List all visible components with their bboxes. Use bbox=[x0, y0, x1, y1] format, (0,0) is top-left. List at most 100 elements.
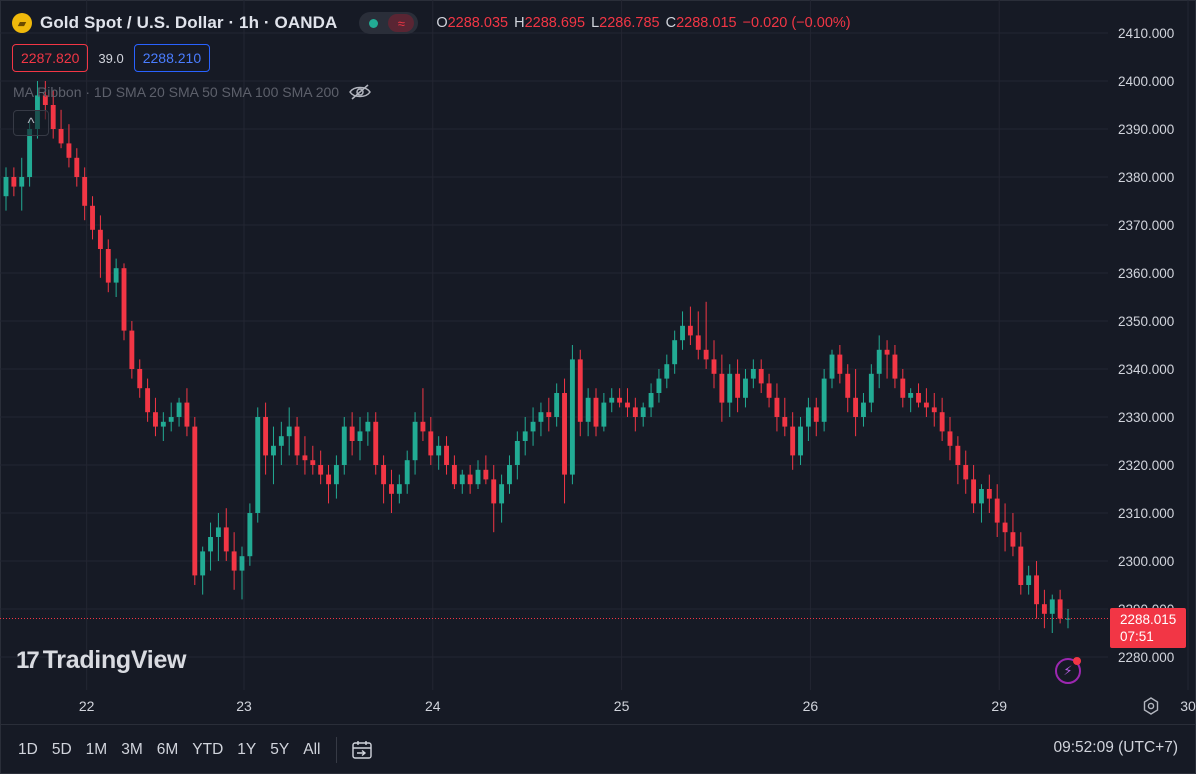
candle bbox=[680, 311, 685, 350]
candle bbox=[420, 388, 426, 441]
tradingview-watermark[interactable]: 17 TradingView bbox=[16, 646, 187, 675]
candle-body bbox=[483, 469, 489, 480]
collapse-legend-button[interactable]: ^ bbox=[13, 110, 49, 136]
candle bbox=[255, 407, 261, 523]
market-status[interactable]: ≈ bbox=[359, 12, 419, 34]
sell-button[interactable]: 2287.820 bbox=[12, 44, 89, 72]
candle-body bbox=[609, 397, 615, 403]
candle bbox=[758, 359, 764, 393]
candle-body bbox=[617, 397, 623, 403]
candle bbox=[286, 407, 292, 456]
candle-body bbox=[491, 479, 497, 504]
candle-body bbox=[632, 407, 638, 417]
toolbar-separator bbox=[336, 736, 338, 763]
candle-body bbox=[239, 556, 245, 571]
y-tick-label: 2340.000 bbox=[1118, 362, 1174, 377]
candle-body bbox=[1057, 599, 1063, 619]
buy-button[interactable]: 2288.210 bbox=[133, 44, 211, 72]
candle bbox=[727, 364, 733, 417]
range-button-6m[interactable]: 6M bbox=[156, 740, 179, 758]
range-button-ytd[interactable]: YTD bbox=[192, 740, 224, 758]
eye-crossed-icon[interactable] bbox=[349, 84, 371, 100]
chart-settings-gear-icon[interactable] bbox=[1140, 695, 1162, 717]
candle bbox=[66, 124, 72, 168]
candle-body bbox=[58, 129, 64, 144]
ohlc-values: O2288.035 H2288.695 L2286.785 C2288.015 … bbox=[436, 15, 850, 31]
candle bbox=[837, 345, 843, 384]
candle-body bbox=[475, 469, 481, 485]
candle-body bbox=[892, 354, 898, 379]
candle bbox=[373, 412, 379, 475]
range-button-5y[interactable]: 5Y bbox=[270, 740, 290, 758]
candle bbox=[908, 388, 914, 413]
range-button-1d[interactable]: 1D bbox=[18, 740, 38, 758]
candle bbox=[601, 393, 607, 432]
candle-body bbox=[640, 407, 646, 417]
candle-body bbox=[19, 177, 25, 187]
candle-body bbox=[223, 527, 229, 552]
candle-body bbox=[428, 431, 434, 456]
candle bbox=[137, 359, 143, 398]
candle-body bbox=[459, 474, 465, 485]
chart-header: ▰ Gold Spot / U.S. Dollar · 1h · OANDA ≈… bbox=[12, 10, 851, 36]
candle-body bbox=[3, 177, 9, 197]
candle bbox=[735, 359, 741, 413]
candle-body bbox=[546, 412, 552, 417]
time-axis[interactable]: 22232425262930May bbox=[79, 698, 1196, 714]
range-button-1m[interactable]: 1M bbox=[85, 740, 108, 758]
indicator-legend[interactable]: MA Ribbon · 1D SMA 20 SMA 50 SMA 100 SMA… bbox=[13, 84, 371, 100]
candle-body bbox=[994, 498, 1000, 523]
candle bbox=[50, 90, 56, 139]
y-tick-label: 2330.000 bbox=[1118, 410, 1174, 425]
candlestick-chart[interactable]: 2410.000 2400.000 2390.000 2380.000 2370.000… bbox=[0, 0, 1196, 724]
go-to-date-calendar-icon[interactable] bbox=[349, 737, 375, 763]
candle bbox=[900, 369, 906, 408]
range-button-all[interactable]: All bbox=[303, 740, 321, 758]
candle-body bbox=[129, 330, 135, 369]
candle-body bbox=[1065, 618, 1071, 620]
candle-body bbox=[672, 340, 678, 365]
y-tick-label: 2310.000 bbox=[1118, 506, 1174, 521]
candle bbox=[625, 388, 630, 417]
candle-body bbox=[821, 378, 827, 422]
x-tick-label: 24 bbox=[425, 698, 441, 714]
candle-body bbox=[798, 426, 803, 456]
range-button-1y[interactable]: 1Y bbox=[237, 740, 257, 758]
indicator-label[interactable]: MA Ribbon · 1D SMA 20 SMA 50 SMA 100 SMA… bbox=[13, 84, 340, 100]
candle bbox=[294, 417, 300, 465]
candle-body bbox=[522, 431, 528, 441]
candle bbox=[640, 402, 646, 427]
y-tick-label: 2350.000 bbox=[1118, 314, 1174, 329]
symbol-title[interactable]: Gold Spot / U.S. Dollar · 1h · OANDA bbox=[40, 13, 338, 32]
price-axis[interactable]: 2410.000 2400.000 2390.000 2380.000 2370.000… bbox=[1118, 26, 1174, 665]
candle bbox=[231, 532, 237, 590]
candle bbox=[412, 412, 418, 475]
chevron-up-icon: ^ bbox=[27, 114, 35, 132]
lightning-icon[interactable]: ⚡ bbox=[1055, 658, 1081, 684]
candle-body bbox=[656, 378, 662, 393]
candle bbox=[743, 369, 748, 408]
candle bbox=[491, 465, 497, 533]
candle bbox=[766, 373, 772, 408]
candle-body bbox=[939, 412, 945, 432]
candle bbox=[215, 513, 221, 561]
candle bbox=[530, 407, 536, 446]
open-label: O bbox=[436, 15, 448, 31]
candle-body bbox=[813, 407, 819, 422]
candle-body bbox=[247, 513, 253, 557]
candle bbox=[381, 455, 387, 504]
range-button-3m[interactable]: 3M bbox=[121, 740, 143, 758]
open-value: 2288.035 bbox=[447, 15, 509, 31]
candle bbox=[798, 417, 803, 465]
candle-body bbox=[805, 407, 811, 427]
candle bbox=[994, 484, 1000, 537]
candle-body bbox=[200, 551, 206, 576]
candle bbox=[444, 436, 449, 475]
candle bbox=[247, 503, 253, 566]
timezone-clock[interactable]: 09:52:09 (UTC+7) bbox=[1053, 739, 1179, 756]
candle bbox=[609, 388, 615, 413]
candle-body bbox=[766, 383, 772, 398]
range-button-5d[interactable]: 5D bbox=[51, 740, 72, 758]
candle-body bbox=[908, 393, 914, 398]
candle-body bbox=[829, 354, 835, 379]
